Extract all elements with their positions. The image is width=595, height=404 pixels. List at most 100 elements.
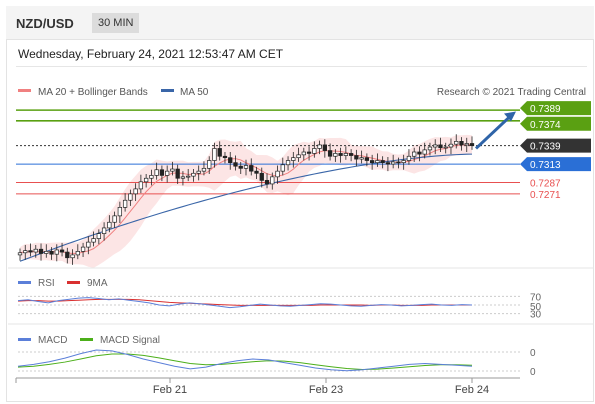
candle-body [228, 157, 233, 163]
candle-body [217, 148, 222, 157]
candle-body [243, 165, 249, 169]
candle-body [427, 146, 433, 151]
rsi-tick-label: 70 [530, 292, 542, 303]
timestamp: Wednesday, February 24, 2021 12:53:47 AM… [18, 47, 284, 61]
macd-tick-label: 0 [530, 367, 536, 378]
level-label-pivot: 0.7313 [530, 160, 561, 171]
candle-body [443, 146, 448, 149]
candle-body [207, 160, 212, 169]
candle-body [44, 251, 49, 254]
candle-body [275, 170, 280, 178]
candle-body [469, 143, 475, 146]
candle-body [448, 143, 454, 148]
candle-body [369, 160, 375, 163]
x-axis: Feb 21 Feb 23 Feb 24 [15, 377, 520, 396]
candle-body [101, 227, 107, 234]
x-tick-label: Feb 24 [455, 384, 489, 396]
candle-body [322, 144, 327, 151]
candle-body [33, 248, 38, 253]
candle-body [354, 155, 359, 160]
candle-body [180, 176, 186, 179]
candle-body [91, 238, 96, 243]
candle-body [264, 180, 270, 185]
candle-body [291, 157, 296, 161]
candle-body [459, 141, 464, 146]
candle-body [86, 241, 91, 248]
candle-body [54, 249, 59, 255]
level-label-resistance: 0.7389 [530, 104, 561, 115]
candle-body [285, 160, 291, 166]
arrow-head [504, 111, 516, 122]
macd-signal-legend-label: MACD Signal [100, 335, 160, 346]
bollinger-fill [20, 134, 472, 268]
candle-body [296, 154, 301, 159]
level-tag-resistance [520, 101, 591, 116]
timeframe-badge[interactable]: 30 MIN [92, 13, 140, 33]
rsi-ma-legend-swatch [67, 281, 80, 284]
rsi-tick-label: 50 [530, 302, 542, 313]
candle-body [327, 150, 333, 157]
candle-body [65, 251, 70, 259]
candle-body [270, 176, 275, 185]
rsi-ma-legend-label: 9MA [87, 278, 108, 289]
level-label-current: 0.7339 [530, 142, 561, 153]
candle-body [159, 169, 165, 176]
chart-header: NZD/USD 30 MIN [6, 6, 594, 40]
candle-body [128, 193, 133, 201]
ma50-legend-swatch [161, 89, 174, 92]
candle-body [201, 167, 207, 172]
candle-body [401, 160, 406, 163]
ma50-legend-label: MA 50 [180, 87, 209, 98]
candle-body [359, 157, 364, 160]
candle-body [222, 155, 228, 159]
candlesticks [17, 134, 475, 265]
candle-body [312, 148, 317, 154]
candle-body [391, 161, 396, 165]
level-tag-current [520, 138, 591, 153]
candle-body [23, 250, 28, 254]
candle-body [238, 165, 243, 169]
candle-body [59, 249, 65, 253]
candle-body [70, 254, 75, 259]
candle-body [280, 164, 285, 172]
candle-body [338, 153, 343, 156]
candle-body [96, 233, 101, 239]
candle-body [75, 251, 80, 256]
candle-body [254, 170, 259, 174]
candle-body [154, 169, 159, 176]
candle-body [364, 157, 370, 161]
ma20-legend-label: MA 20 + Bollinger Bands [38, 87, 148, 98]
level-label-resistance: 0.7374 [530, 120, 561, 131]
candle-body [165, 170, 170, 176]
rsi-legend-label: RSI [38, 278, 55, 289]
candle-body [454, 141, 459, 145]
x-tick-label: Feb 21 [153, 384, 187, 396]
macd-legend-swatch [18, 338, 31, 341]
candle-body [375, 160, 380, 163]
candle-body [385, 162, 391, 165]
macd-line [17, 349, 473, 372]
candle-body [112, 215, 117, 223]
ma50-line [19, 153, 473, 262]
candle-body [186, 175, 191, 178]
candle-body [191, 172, 196, 177]
arrow-shaft [474, 114, 513, 150]
candle-body [306, 151, 312, 154]
candle-body [212, 148, 217, 161]
rsi-legend-swatch [18, 281, 31, 284]
credit-text: Research © 2021 Trading Central [437, 87, 586, 98]
candle-body [175, 168, 180, 179]
candle-body [433, 144, 438, 148]
macd-signal-line [17, 353, 473, 370]
level-label-support: 0.7271 [530, 190, 561, 201]
candle-body [333, 153, 338, 157]
candle-body [80, 246, 86, 252]
candle-body [417, 151, 422, 155]
candle-body [412, 151, 417, 157]
candle-body [38, 248, 44, 254]
candle-body [317, 144, 322, 149]
candle-body [143, 177, 149, 183]
candle-body [107, 221, 112, 229]
